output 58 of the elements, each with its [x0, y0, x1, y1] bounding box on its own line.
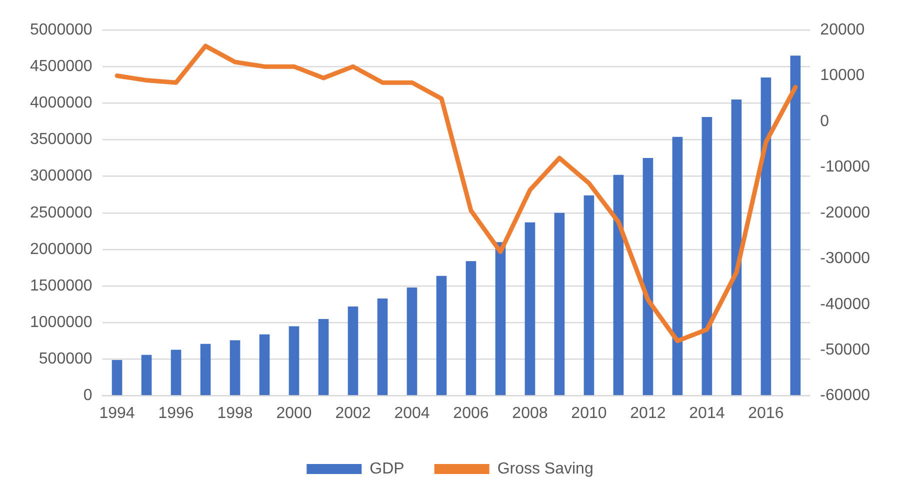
bar	[200, 344, 211, 396]
y-tick-label: 3500000	[30, 131, 92, 148]
bar	[613, 174, 624, 396]
bar	[318, 318, 329, 396]
x-tick-label: 2016	[748, 404, 784, 422]
bar	[642, 158, 654, 396]
y2-tick-label: 20000	[820, 21, 865, 38]
y-tick-label: 2000000	[30, 240, 92, 258]
x-tick-label: 2010	[571, 404, 607, 422]
y2-tick-label: -40000	[820, 296, 870, 313]
x-tick-label: 2000	[276, 404, 312, 422]
y-tick-label: 4000000	[30, 94, 92, 112]
bar	[288, 326, 300, 396]
bar	[406, 288, 418, 396]
bar	[348, 306, 358, 396]
y-tick-label: 3000000	[30, 168, 92, 185]
y-tick-label: 500000	[38, 350, 92, 368]
x-tick-label: 1996	[158, 404, 194, 422]
y-tick-label: 0	[83, 387, 92, 404]
x-tick-label: 2006	[453, 404, 489, 422]
bar	[259, 334, 270, 396]
bar	[790, 56, 801, 396]
bar	[466, 261, 476, 396]
x-tick-label: 2008	[512, 404, 548, 422]
x-tick-label: 2014	[689, 404, 725, 422]
y2-tick-label: 10000	[820, 67, 865, 84]
x-tick-label: 1998	[217, 404, 253, 422]
legend-label: Gross Saving	[497, 460, 594, 478]
y2-tick-label: -50000	[820, 341, 870, 358]
bar	[760, 78, 772, 396]
y2-tick-label: -60000	[820, 387, 870, 404]
y2-tick-label: -20000	[820, 204, 870, 222]
bar	[524, 222, 536, 396]
y2-tick-label: -30000	[820, 250, 870, 268]
bar	[672, 136, 683, 396]
x-tick-label: 2004	[394, 404, 430, 422]
x-tick-label: 1994	[99, 404, 135, 422]
bar	[141, 354, 152, 396]
bar	[584, 195, 594, 396]
y-tick-label: 2500000	[30, 204, 92, 222]
bar	[436, 276, 447, 396]
x-tick-label: 2012	[630, 404, 666, 422]
bar	[230, 340, 240, 396]
legend-label: GDP	[370, 460, 404, 478]
bar	[112, 360, 122, 396]
bar	[731, 100, 742, 396]
bar	[377, 298, 388, 396]
bar	[170, 350, 182, 396]
y2-tick-label: -10000	[820, 158, 870, 176]
y-tick-label: 5000000	[30, 21, 92, 38]
y-tick-label: 1500000	[30, 277, 92, 294]
bar	[495, 242, 506, 396]
y2-tick-label: 0	[820, 112, 830, 130]
y-tick-label: 4500000	[30, 58, 92, 75]
bar	[702, 117, 712, 396]
x-tick-label: 2002	[335, 404, 371, 422]
y-tick-label: 1000000	[30, 314, 92, 332]
bar	[554, 212, 565, 396]
